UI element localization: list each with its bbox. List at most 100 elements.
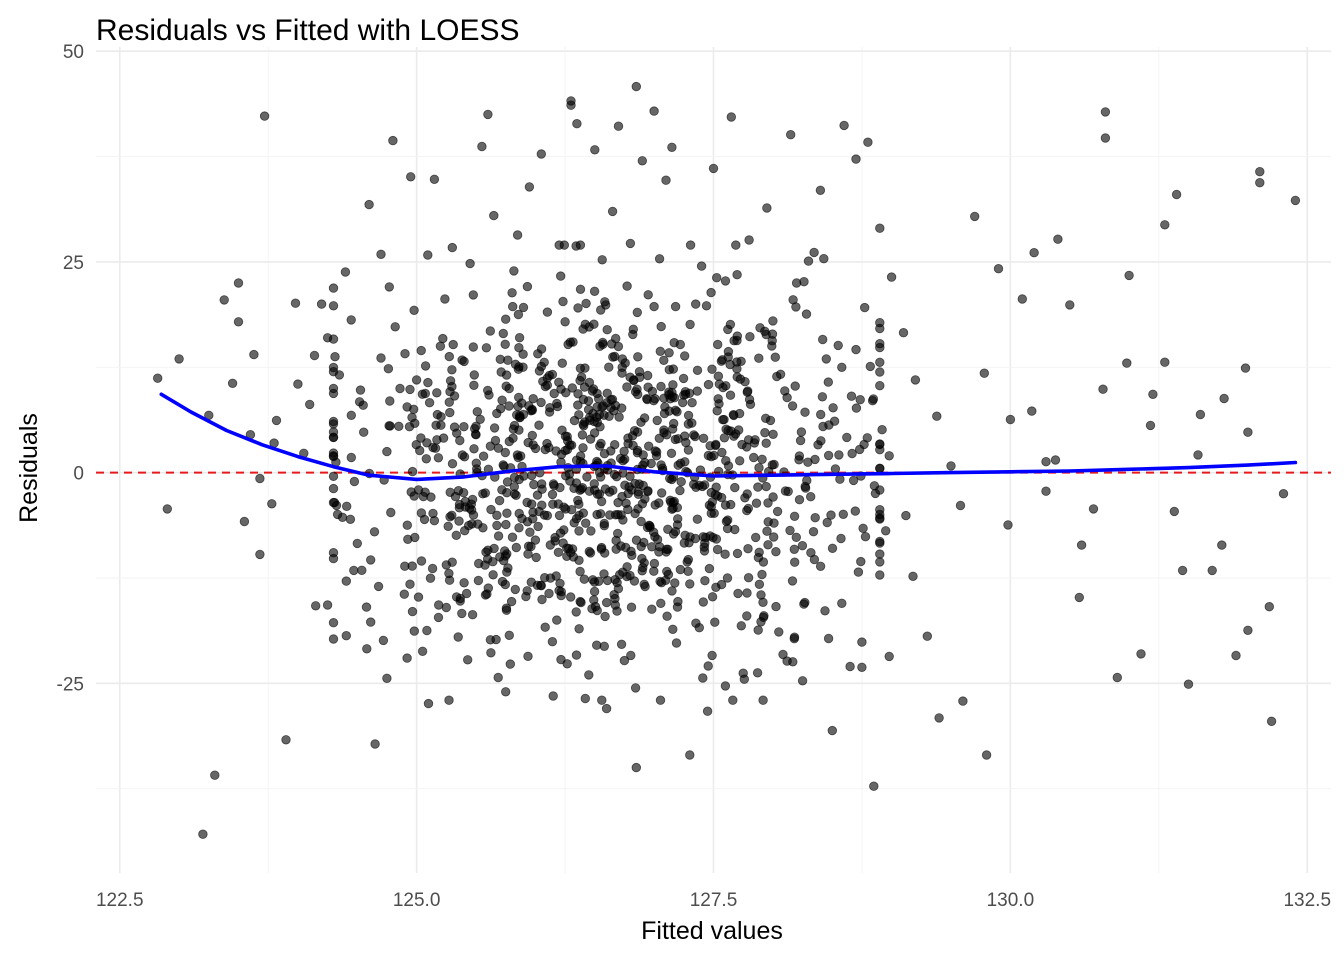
data-point: [366, 617, 376, 627]
data-point: [816, 436, 826, 446]
data-point: [865, 361, 876, 372]
data-point: [513, 309, 524, 320]
data-point: [769, 518, 779, 528]
data-point: [886, 272, 897, 282]
data-point: [633, 389, 643, 400]
data-point: [585, 548, 596, 558]
data-point: [514, 333, 525, 343]
data-point: [732, 548, 743, 559]
data-point: [434, 600, 444, 610]
data-point: [643, 370, 653, 381]
data-point: [1100, 107, 1111, 117]
data-point: [388, 135, 398, 146]
data-point: [1053, 234, 1063, 244]
data-point: [771, 547, 781, 557]
data-point: [1290, 195, 1301, 206]
data-point: [762, 526, 772, 536]
data-point: [1145, 420, 1156, 431]
data-point: [774, 627, 784, 637]
data-point: [386, 507, 396, 518]
data-point: [670, 578, 680, 588]
data-point: [1240, 363, 1251, 373]
data-point: [605, 510, 615, 520]
data-point: [644, 441, 654, 451]
data-point: [711, 439, 721, 450]
data-point: [675, 485, 685, 496]
data-point: [432, 409, 443, 420]
data-point: [800, 481, 810, 492]
data-point: [751, 498, 762, 508]
data-point: [1243, 625, 1253, 636]
data-point: [1171, 189, 1182, 200]
data-point: [787, 401, 798, 411]
data-point: [382, 446, 392, 457]
data-point: [910, 375, 921, 385]
data-point: [471, 458, 482, 468]
data-point: [569, 518, 579, 528]
data-point: [1148, 389, 1158, 400]
data-point: [370, 739, 380, 749]
data-point: [492, 520, 502, 531]
data-point: [819, 254, 829, 264]
data-point: [856, 556, 866, 567]
data-point: [483, 109, 493, 120]
data-point: [607, 339, 617, 349]
data-point: [542, 380, 553, 390]
data-point: [787, 576, 798, 586]
data-point: [415, 445, 425, 456]
data-point: [432, 388, 442, 398]
data-point: [768, 316, 778, 326]
data-point: [482, 554, 493, 564]
data-point: [540, 573, 550, 583]
data-point: [624, 482, 634, 492]
data-point: [457, 450, 468, 460]
data-point: [875, 549, 885, 559]
data-point: [502, 508, 512, 518]
data-point: [709, 508, 719, 519]
data-point: [955, 500, 966, 511]
data-point: [493, 672, 503, 683]
data-point: [692, 386, 703, 396]
data-point: [608, 352, 618, 362]
data-point: [567, 383, 578, 393]
data-point: [433, 453, 444, 463]
data-point: [692, 514, 703, 524]
data-point: [753, 482, 763, 492]
data-point: [467, 610, 478, 620]
data-point: [578, 419, 588, 429]
data-point: [227, 378, 238, 389]
data-point: [1266, 716, 1277, 727]
data-point: [685, 750, 695, 760]
data-point: [1243, 427, 1253, 437]
data-point: [617, 354, 628, 364]
data-point: [579, 574, 590, 584]
data-point: [722, 573, 733, 583]
data-point: [799, 599, 809, 609]
data-point: [761, 438, 771, 448]
data-point: [422, 438, 432, 448]
data-point: [630, 508, 640, 519]
data-point: [707, 364, 717, 374]
data-point: [791, 302, 801, 312]
data-point: [566, 440, 577, 450]
data-point: [683, 419, 694, 429]
data-point: [656, 381, 666, 392]
data-point: [626, 602, 637, 612]
data-point: [501, 519, 511, 530]
data-point: [769, 532, 779, 542]
data-point: [698, 433, 709, 444]
data-point: [717, 447, 727, 458]
data-point: [554, 240, 564, 250]
x-tick-label: 122.5: [96, 890, 144, 911]
data-point: [602, 597, 612, 608]
data-point: [255, 549, 265, 560]
data-point: [357, 565, 367, 576]
data-point: [537, 484, 547, 494]
data-point: [459, 578, 469, 588]
data-point: [409, 305, 419, 316]
data-point: [536, 344, 547, 354]
data-point: [328, 427, 339, 437]
data-point: [519, 471, 529, 481]
data-point: [758, 695, 768, 705]
data-point: [1136, 649, 1146, 659]
